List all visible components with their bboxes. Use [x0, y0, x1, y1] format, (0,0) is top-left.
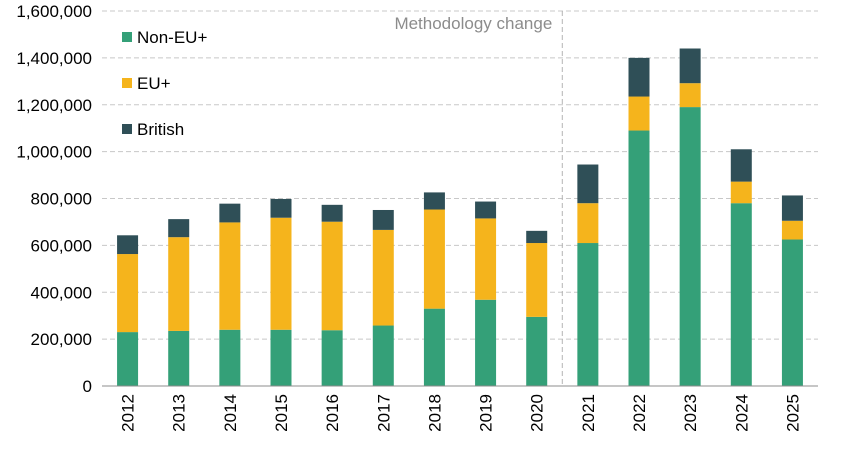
x-tick-label: 2013 [170, 394, 189, 432]
bar-non-eu--2013 [168, 330, 190, 386]
bar-british-2023 [679, 48, 701, 84]
bar-non-eu--2021 [577, 243, 599, 386]
bar-eu--2021 [577, 203, 599, 244]
bar-british-2016 [321, 204, 343, 222]
legend-swatch [122, 32, 132, 42]
x-tick-label: 2023 [681, 394, 700, 432]
y-tick-label: 0 [83, 377, 92, 396]
methodology-change-label: Methodology change [394, 14, 552, 33]
bar-eu--2019 [475, 218, 497, 300]
legend: Non-EU+ EU+ British [122, 28, 207, 139]
x-tick-label: 2015 [272, 394, 291, 432]
bar-non-eu--2025 [781, 239, 803, 386]
bar-non-eu--2022 [628, 130, 650, 386]
bar-eu--2014 [219, 222, 241, 330]
gridlines [102, 10, 818, 340]
y-tick-label: 200,000 [31, 330, 92, 349]
x-tick-label: 2017 [374, 394, 393, 432]
y-tick-label: 1,000,000 [16, 143, 92, 162]
bar-british-2012 [117, 235, 139, 255]
y-axis-tick-labels: 0 200,000 400,000 600,000 800,000 1,000,000 1,… [16, 2, 92, 396]
bar-british-2017 [372, 209, 394, 230]
bar-eu--2012 [117, 254, 139, 333]
y-tick-label: 1,200,000 [16, 96, 92, 115]
x-tick-label: 2021 [579, 394, 598, 432]
bar-eu--2022 [628, 96, 650, 131]
bar-eu--2017 [372, 229, 394, 326]
y-tick-label: 1,600,000 [16, 2, 92, 21]
x-tick-label: 2012 [119, 394, 138, 432]
bar-british-2021 [577, 164, 599, 204]
x-tick-label: 2019 [477, 394, 496, 432]
bar-british-2014 [219, 203, 241, 223]
bar-non-eu--2017 [372, 325, 394, 386]
bar-eu--2020 [526, 243, 548, 317]
legend-label: Non-EU+ [137, 28, 207, 47]
bar-eu--2025 [781, 220, 803, 240]
y-tick-label: 1,400,000 [16, 49, 92, 68]
legend-swatch [122, 78, 132, 88]
bar-non-eu--2012 [117, 332, 139, 386]
bar-non-eu--2019 [475, 299, 497, 386]
y-tick-label: 600,000 [31, 236, 92, 255]
x-axis-tick-labels: 2012 2013 2014 2015 2016 2017 2018 2019 2020 2021… [119, 394, 803, 432]
x-tick-label: 2020 [528, 394, 547, 432]
bar-non-eu--2023 [679, 107, 701, 386]
bars [117, 48, 803, 386]
legend-label: EU+ [137, 74, 171, 93]
legend-swatch [122, 124, 132, 134]
bar-eu--2023 [679, 83, 701, 108]
legend-label: British [137, 120, 184, 139]
x-tick-label: 2025 [783, 394, 802, 432]
bar-eu--2018 [423, 209, 445, 309]
bar-eu--2015 [270, 217, 292, 330]
x-tick-label: 2016 [323, 394, 342, 432]
bar-eu--2013 [168, 237, 190, 331]
bar-non-eu--2014 [219, 329, 241, 386]
bar-non-eu--2015 [270, 329, 292, 386]
bar-non-eu--2020 [526, 316, 548, 386]
bar-british-2018 [423, 192, 445, 210]
bar-eu--2016 [321, 221, 343, 331]
bar-british-2019 [475, 201, 497, 219]
bar-british-2015 [270, 198, 292, 218]
x-tick-label: 2022 [630, 394, 649, 432]
bar-non-eu--2016 [321, 330, 343, 386]
x-tick-label: 2014 [221, 394, 240, 432]
bar-british-2020 [526, 230, 548, 244]
bar-british-2025 [781, 195, 803, 221]
x-tick-label: 2018 [425, 394, 444, 432]
bar-non-eu--2024 [730, 203, 752, 386]
x-tick-label: 2024 [732, 394, 751, 432]
y-tick-label: 800,000 [31, 190, 92, 209]
y-tick-label: 400,000 [31, 283, 92, 302]
bar-british-2022 [628, 57, 650, 97]
bar-british-2024 [730, 149, 752, 182]
bar-british-2013 [168, 219, 190, 238]
bar-eu--2024 [730, 181, 752, 204]
bar-non-eu--2018 [423, 308, 445, 386]
